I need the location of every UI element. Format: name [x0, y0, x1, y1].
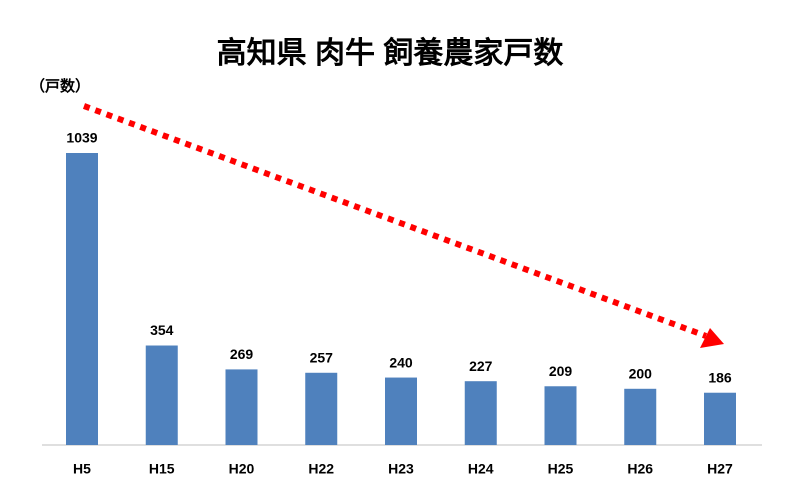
trend-arrow: [82, 103, 708, 339]
unit-label: （戸数）: [30, 77, 90, 95]
x-tick-label: H15: [149, 461, 175, 477]
value-label: 200: [629, 365, 653, 381]
x-tick-label: H25: [548, 461, 574, 477]
value-label: 269: [230, 346, 254, 362]
x-tick-label: H26: [627, 461, 653, 477]
value-label: 240: [389, 354, 413, 370]
value-label: 227: [469, 358, 493, 374]
value-label: 354: [150, 322, 174, 338]
bar: [385, 377, 417, 445]
arrow-head: [700, 328, 724, 348]
x-tick-label: H5: [73, 461, 91, 477]
bar: [464, 381, 497, 445]
value-label: 209: [549, 363, 573, 379]
x-tick-label: H22: [308, 461, 334, 477]
bar: [544, 386, 577, 445]
bar: [305, 372, 338, 445]
x-tick-label: H24: [468, 461, 494, 477]
bar: [225, 369, 258, 445]
chart-title: 高知県 肉牛 飼養農家戸数: [217, 36, 565, 70]
value-label: 257: [310, 349, 334, 365]
x-tick-label: H20: [229, 461, 255, 477]
value-label: 1039: [66, 130, 97, 146]
value-label: 186: [708, 369, 732, 385]
x-tick-label: H27: [707, 461, 733, 477]
bar: [66, 153, 98, 445]
x-tick-label: H23: [388, 461, 414, 477]
bar: [704, 392, 736, 445]
bar: [624, 388, 657, 445]
bar: [145, 345, 178, 445]
